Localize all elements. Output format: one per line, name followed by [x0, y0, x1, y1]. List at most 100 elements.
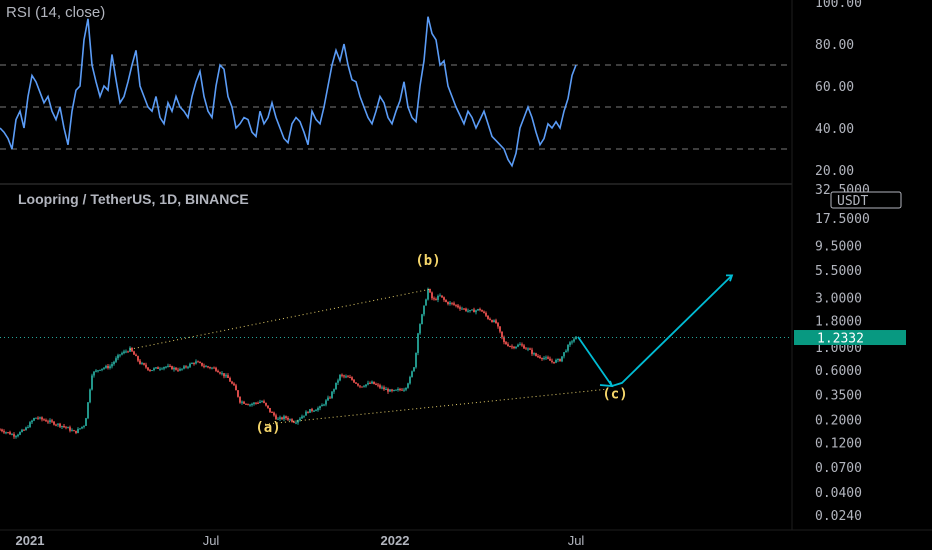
candle-body: [25, 427, 27, 430]
candle-body: [59, 423, 61, 427]
candle-body: [545, 357, 547, 359]
candle-body: [73, 430, 75, 432]
candle-body: [319, 406, 321, 409]
candle-body: [167, 365, 169, 367]
candle-body: [277, 418, 279, 420]
candle-body: [159, 368, 161, 370]
candle-body: [405, 387, 407, 390]
candle-body: [35, 417, 37, 419]
price-tick-label: 0.0240: [815, 509, 862, 524]
candle-body: [559, 358, 561, 362]
candle-body: [145, 364, 147, 368]
candle-body: [165, 366, 167, 368]
candle-body: [9, 432, 11, 435]
currency-label: USDT: [830, 191, 902, 209]
candle-body: [557, 358, 559, 360]
candle-body: [243, 401, 245, 404]
candle-body: [205, 366, 207, 368]
candle-body: [393, 389, 395, 391]
candle-body: [385, 389, 387, 391]
candle-body: [403, 389, 405, 391]
candle-body: [453, 303, 455, 305]
candle-body: [255, 402, 257, 404]
candle-body: [241, 401, 243, 403]
trendline-2: [264, 388, 606, 425]
candle-body: [139, 360, 141, 364]
candle-body: [471, 309, 473, 311]
projection-path: [577, 274, 734, 388]
candle-body: [513, 346, 515, 348]
candle-body: [477, 309, 479, 311]
candle-body: [311, 409, 313, 411]
price-tick-label: 1.8000: [815, 314, 862, 329]
candle-body: [287, 417, 289, 420]
candle-body: [273, 412, 275, 416]
candle-body: [151, 370, 153, 372]
candle-body: [179, 369, 181, 371]
projection-arrowhead-2: [726, 274, 734, 282]
wave-label: (c): [602, 386, 627, 402]
candle-body: [211, 367, 213, 369]
candle-body: [517, 344, 519, 347]
candle-body: [221, 373, 223, 375]
candle-body: [297, 420, 299, 423]
candle-body: [53, 421, 55, 425]
candle-body: [237, 390, 239, 397]
rsi-tick-label: 80.00: [815, 38, 854, 53]
candle-body: [251, 403, 253, 405]
candle-body: [173, 367, 175, 370]
rsi-pane: 100.00 80.00 60.00 40.00 20.00 RSI (14, clos…: [0, 0, 862, 179]
candle-body: [463, 308, 465, 310]
candle-body: [69, 427, 71, 431]
candle-body: [271, 411, 273, 413]
candle-body: [57, 423, 59, 425]
candle-body: [383, 387, 385, 390]
candle-body: [207, 366, 209, 368]
candle-body: [133, 351, 135, 355]
candle-body: [401, 389, 403, 391]
candle-body: [423, 305, 425, 315]
candle-body: [137, 356, 139, 361]
candle-body: [121, 353, 123, 355]
candle-body: [143, 363, 145, 365]
candle-body: [339, 374, 341, 381]
candle-body: [443, 297, 445, 300]
candle-body: [505, 342, 507, 345]
candle-body: [501, 331, 503, 338]
price-tick-label: 0.3500: [815, 388, 862, 403]
candle-body: [499, 326, 501, 332]
candle-body: [535, 353, 537, 357]
candle-body: [155, 367, 157, 369]
candle-body: [565, 350, 567, 353]
candle-body: [569, 342, 571, 345]
candle-body: [487, 315, 489, 319]
price-pane: 17.50009.50005.50003.00001.80001.00000.6…: [0, 183, 906, 524]
candle-body: [475, 310, 477, 313]
candle-body: [223, 373, 225, 377]
candle-body: [257, 402, 259, 404]
candle-body: [321, 404, 323, 407]
candle-body: [455, 304, 457, 306]
candle-body: [503, 337, 505, 343]
candle-body: [67, 427, 69, 429]
projection-line: [577, 274, 733, 388]
price-tick-label: 0.1200: [815, 436, 862, 451]
candle-body: [395, 389, 397, 391]
candle-body: [369, 382, 371, 384]
rsi-y-axis: 100.00 80.00 60.00 40.00 20.00: [815, 0, 862, 179]
candle-body: [41, 417, 43, 420]
price-tick-label: 17.5000: [815, 212, 870, 227]
candle-body: [47, 421, 49, 423]
candle-body: [1, 429, 3, 432]
candle-body: [265, 402, 267, 406]
candle-body: [527, 348, 529, 350]
candle-body: [51, 420, 53, 422]
candle-body: [245, 403, 247, 405]
candle-body: [75, 430, 77, 433]
candle-body: [215, 367, 217, 371]
candle-body: [325, 400, 327, 405]
candle-body: [295, 422, 297, 424]
candle-body: [519, 344, 521, 346]
candle-body: [343, 375, 345, 377]
